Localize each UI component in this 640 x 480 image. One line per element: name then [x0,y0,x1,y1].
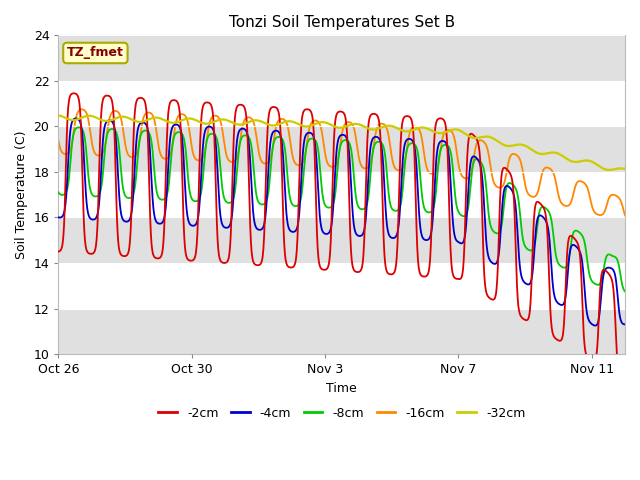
Y-axis label: Soil Temperature (C): Soil Temperature (C) [15,131,28,259]
Bar [58,309,625,354]
Bar [58,36,625,81]
Bar [58,217,625,263]
Bar [58,126,625,172]
Text: TZ_fmet: TZ_fmet [67,47,124,60]
X-axis label: Time: Time [326,382,357,395]
Title: Tonzi Soil Temperatures Set B: Tonzi Soil Temperatures Set B [228,15,455,30]
Legend: -2cm, -4cm, -8cm, -16cm, -32cm: -2cm, -4cm, -8cm, -16cm, -32cm [153,402,531,425]
